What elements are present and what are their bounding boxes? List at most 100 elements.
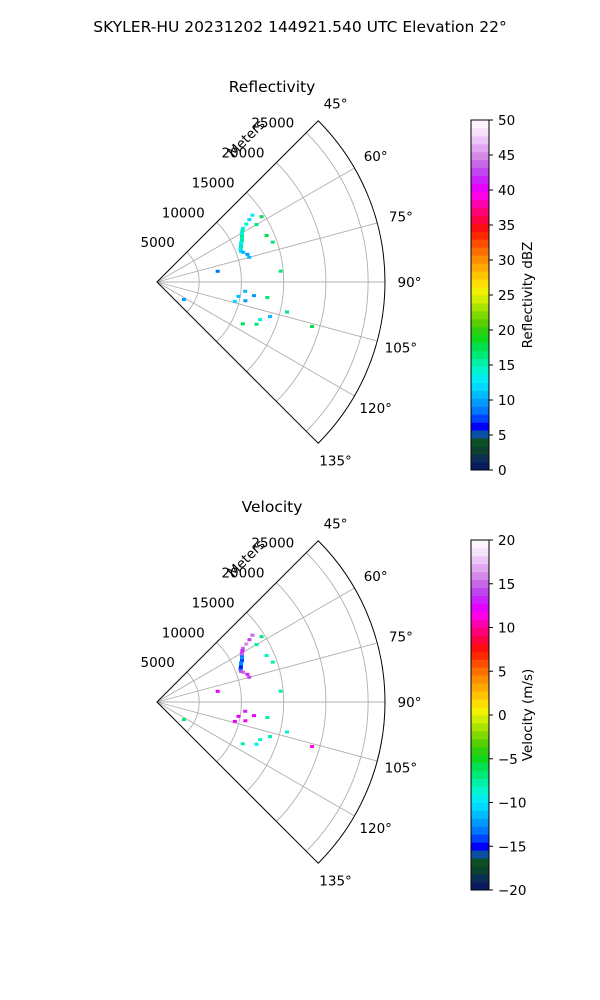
colorbar-segment — [471, 587, 489, 597]
colorbar-segment — [471, 159, 489, 169]
chart-title: Reflectivity — [229, 78, 316, 96]
data-point — [239, 233, 244, 237]
data-point — [238, 664, 243, 668]
data-point — [259, 635, 264, 639]
data-point — [285, 310, 290, 314]
colorbar-segment — [471, 374, 489, 383]
data-point — [239, 653, 244, 657]
angle-grid-line — [156, 701, 378, 762]
colorbar-segment — [471, 239, 489, 248]
colorbar-segment — [471, 770, 489, 780]
colorbar-segment — [471, 414, 489, 423]
radial-tick-label: 10000 — [162, 625, 205, 641]
data-point — [285, 730, 290, 734]
data-point — [240, 657, 245, 661]
colorbar-segment — [471, 619, 489, 628]
radial-tick-label: 15000 — [192, 595, 235, 611]
data-point — [268, 315, 273, 319]
colorbar-segment — [471, 555, 489, 565]
data-point — [270, 240, 275, 244]
data-point — [236, 294, 241, 298]
colorbar-tick-label: 0 — [498, 708, 507, 724]
colorbar-segment — [471, 547, 489, 557]
colorbar-segment — [471, 302, 489, 312]
data-point — [240, 226, 245, 230]
colorbar-segment — [471, 167, 489, 177]
data-point — [239, 669, 244, 673]
colorbar-tick-label: 5 — [498, 664, 507, 680]
colorbar-segment — [471, 287, 489, 296]
data-point — [258, 738, 263, 742]
colorbar-segment — [471, 295, 489, 304]
colorbar-segment — [471, 540, 489, 549]
colorbar-segment — [471, 738, 489, 748]
colorbar-segment — [471, 175, 489, 185]
angle-tick-label: 135° — [319, 454, 352, 470]
data-point — [264, 653, 269, 657]
colorbar-segment — [471, 199, 489, 208]
radial-tick-label: 20000 — [221, 146, 264, 162]
radial-tick-label: 15000 — [192, 175, 235, 191]
data-point — [245, 672, 250, 676]
colorbar-segment — [471, 279, 489, 288]
radial-tick-label: 5000 — [140, 235, 174, 251]
angle-grid-line — [156, 642, 378, 703]
radial-tick-label: 25000 — [251, 116, 294, 132]
colorbar-segment — [471, 462, 489, 471]
colorbar-segment — [471, 422, 489, 431]
colorbar-segment — [471, 858, 489, 867]
colorbar-segment — [471, 247, 489, 256]
data-point — [240, 237, 245, 241]
angle-tick-label: 60° — [364, 149, 388, 165]
colorbar-segment — [471, 611, 489, 620]
colorbar-tick-label: 15 — [498, 577, 515, 593]
data-point — [238, 246, 243, 250]
colorbar-segment — [471, 699, 489, 708]
colorbar-tick-label: −5 — [498, 752, 518, 768]
colorbar-segment — [471, 438, 489, 447]
data-point — [215, 689, 220, 693]
colorbar-segment — [471, 143, 489, 153]
data-point — [241, 250, 246, 254]
colorbar-segment — [471, 120, 489, 129]
data-point — [239, 663, 244, 667]
colorbar-segment — [471, 691, 489, 700]
data-point — [240, 239, 245, 243]
colorbar-segment — [471, 786, 489, 795]
data-point — [265, 716, 270, 720]
data-point — [240, 322, 245, 326]
colorbar-segment — [471, 263, 489, 272]
colorbar-tick-label: 5 — [498, 428, 507, 444]
data-point — [240, 646, 245, 650]
data-point — [239, 241, 244, 245]
data-point — [254, 322, 259, 326]
colorbar-segment — [471, 406, 489, 415]
angle-grid-line — [156, 281, 355, 397]
colorbar-segment — [471, 850, 489, 859]
colorbar-segment — [471, 231, 489, 240]
colorbar-segment — [471, 643, 489, 652]
data-point — [240, 229, 245, 233]
colorbar-segment — [471, 818, 489, 827]
colorbar-tick-label: 30 — [498, 253, 515, 269]
data-point — [278, 269, 283, 273]
colorbar-segment — [471, 151, 489, 161]
data-point — [244, 642, 249, 646]
colorbar-tick-label: 10 — [498, 393, 515, 409]
colorbar-segment — [471, 834, 489, 843]
data-point — [181, 717, 186, 721]
angle-tick-label: 45° — [324, 516, 348, 532]
data-point — [240, 742, 245, 746]
colorbar-segment — [471, 127, 489, 137]
colorbar-tick-label: 25 — [498, 288, 515, 304]
data-point — [181, 297, 186, 301]
colorbar-segment — [471, 627, 489, 636]
data-point — [310, 324, 315, 328]
colorbar-segment — [471, 563, 489, 573]
colorbar-segment — [471, 135, 489, 145]
colorbar-tick-label: 40 — [498, 183, 515, 199]
data-point — [239, 243, 244, 247]
colorbar-segment — [471, 651, 489, 660]
data-point — [247, 638, 252, 642]
colorbar-segment — [471, 754, 489, 764]
